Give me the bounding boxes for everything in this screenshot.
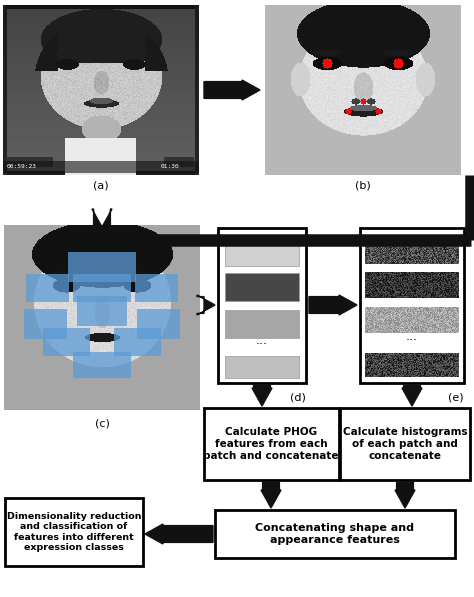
Text: (e): (e) — [448, 392, 464, 402]
Bar — [137, 309, 181, 340]
Bar — [3, 161, 199, 173]
Bar — [204, 408, 339, 480]
Bar — [68, 252, 136, 282]
Bar — [76, 297, 128, 327]
Bar — [73, 274, 131, 302]
Polygon shape — [252, 385, 272, 406]
Bar — [218, 228, 306, 383]
Bar — [360, 228, 464, 383]
Text: Calculate histograms
of each patch and
concatenate: Calculate histograms of each patch and c… — [343, 427, 467, 461]
Bar — [26, 274, 69, 302]
Text: ···: ··· — [256, 338, 268, 352]
Bar — [215, 510, 455, 558]
Text: Calculate PHOG
features from each
patch and concatenate: Calculate PHOG features from each patch … — [203, 427, 339, 461]
Polygon shape — [309, 295, 357, 315]
Polygon shape — [261, 482, 281, 508]
Polygon shape — [204, 80, 260, 100]
Bar — [225, 236, 299, 266]
Text: (b): (b) — [355, 180, 371, 190]
Bar — [73, 352, 131, 378]
Polygon shape — [395, 482, 415, 508]
Polygon shape — [402, 385, 422, 406]
Polygon shape — [145, 524, 213, 544]
Text: 01:30: 01:30 — [161, 165, 180, 170]
Bar — [43, 328, 90, 356]
Text: 00:59:23: 00:59:23 — [7, 165, 37, 170]
Bar — [135, 274, 178, 302]
Bar — [24, 309, 67, 340]
Bar — [114, 328, 161, 356]
Text: (a): (a) — [93, 180, 109, 190]
Text: ···: ··· — [406, 334, 418, 347]
Polygon shape — [197, 295, 215, 315]
Bar — [225, 310, 299, 338]
Text: (d): (d) — [290, 392, 306, 402]
Bar — [5, 498, 143, 566]
Text: Dimensionality reduction
and classification of
features into different
expressio: Dimensionality reduction and classificat… — [7, 512, 141, 552]
Bar — [340, 408, 470, 480]
Bar — [225, 273, 299, 301]
Bar — [225, 356, 299, 378]
Text: (c): (c) — [94, 419, 109, 429]
Polygon shape — [92, 209, 112, 240]
Text: Concatenating shape and
appearance features: Concatenating shape and appearance featu… — [255, 523, 414, 545]
